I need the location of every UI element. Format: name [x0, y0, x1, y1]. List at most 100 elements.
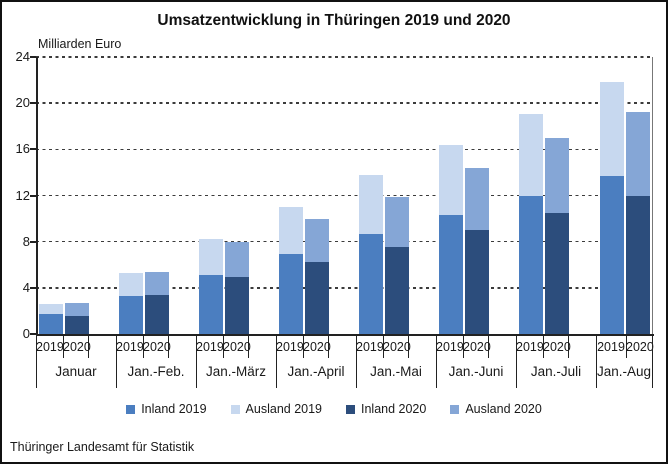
y-tick — [30, 102, 36, 105]
y-tick-label: 12 — [15, 187, 30, 203]
legend-swatch — [450, 404, 460, 414]
year-label-2020: 2020 — [543, 340, 571, 354]
y-tick-label: 0 — [22, 326, 30, 341]
bar-2020 — [626, 112, 650, 334]
bar-2019 — [39, 304, 63, 334]
bar-segment-ausland-2019 — [119, 272, 143, 296]
group-boundary-line — [596, 336, 597, 388]
bar-segment-ausland-2020 — [626, 112, 650, 196]
bar-group — [36, 57, 116, 334]
bar-segment-ausland-2020 — [465, 167, 489, 231]
legend-label: Ausland 2020 — [465, 402, 542, 416]
year-divider-line — [488, 336, 489, 358]
year-divider-line — [223, 336, 224, 358]
group-boundary-line — [36, 336, 37, 388]
bar-segment-inland-2019 — [39, 314, 63, 334]
group-boundary-line — [652, 336, 653, 388]
bar-segment-inland-2019 — [199, 275, 223, 334]
bar-segment-inland-2020 — [465, 230, 489, 334]
bar-segment-ausland-2019 — [39, 304, 63, 315]
y-tick — [30, 286, 36, 289]
bar-segment-inland-2020 — [545, 212, 569, 334]
bar-group — [516, 57, 596, 334]
year-divider-line — [143, 336, 144, 358]
source-note: Thüringer Landesamt für Statistik — [10, 440, 195, 454]
legend-label: Inland 2019 — [141, 402, 207, 416]
legend-item: Ausland 2019 — [230, 402, 322, 416]
legend-item: Ausland 2020 — [450, 402, 542, 416]
gridline — [36, 287, 652, 289]
y-tick — [30, 333, 36, 335]
group-boundary-line — [436, 336, 437, 388]
bar-segment-ausland-2020 — [65, 302, 89, 316]
period-label: Jan.-Mai — [370, 364, 422, 379]
period-label: Jan.-Aug — [596, 364, 652, 379]
bar-2020 — [145, 271, 169, 334]
bar-2019 — [279, 207, 303, 334]
y-tick — [30, 240, 36, 243]
bar-2019 — [600, 82, 624, 334]
bar-2020 — [65, 302, 89, 334]
bar-segment-inland-2020 — [225, 277, 249, 334]
y-tick — [30, 56, 36, 58]
legend-swatch — [346, 404, 355, 414]
bar-segment-ausland-2019 — [359, 174, 383, 234]
bar-group — [436, 57, 516, 334]
bar-group — [596, 57, 652, 334]
x-axis-labels: 2019 2020 Januar 2019 2020 Jan.-Feb. 2019 2020 J… — [36, 336, 654, 388]
year-divider-line — [303, 336, 304, 358]
gridline — [36, 102, 652, 104]
legend: Inland 2019 Ausland 2019 Inland 2020 Auslan… — [2, 402, 666, 416]
year-label-2019: 2019 — [276, 340, 304, 354]
bar-segment-inland-2020 — [385, 247, 409, 334]
bar-segment-ausland-2020 — [225, 241, 249, 278]
y-axis-line — [36, 57, 38, 336]
legend-swatch — [230, 404, 240, 414]
group-boundary-line — [516, 336, 517, 388]
period-label: Jan.-Juni — [448, 364, 504, 379]
bar-segment-ausland-2019 — [199, 239, 223, 276]
bar-group — [356, 57, 436, 334]
period-label: Jan.-Juli — [530, 364, 582, 379]
bar-segment-ausland-2019 — [600, 82, 624, 176]
year-divider-line — [568, 336, 569, 358]
year-label-2019: 2019 — [36, 340, 64, 354]
year-divider-line — [543, 336, 544, 358]
plot-right-border — [652, 57, 653, 334]
year-divider-line — [328, 336, 329, 358]
gridline — [36, 56, 652, 58]
year-label-2020: 2020 — [303, 340, 331, 354]
year-label-2019: 2019 — [597, 340, 625, 354]
year-divider-line — [383, 336, 384, 358]
legend-label: Ausland 2019 — [245, 402, 322, 416]
group-boundary-line — [116, 336, 117, 388]
legend-item: Inland 2020 — [346, 402, 426, 416]
x-axis-line — [36, 334, 654, 336]
y-tick-label: 16 — [15, 141, 30, 157]
bar-2020 — [385, 196, 409, 334]
year-label-2019: 2019 — [516, 340, 544, 354]
legend-label: Inland 2020 — [361, 402, 427, 416]
bar-segment-inland-2019 — [359, 233, 383, 334]
y-tick-label: 20 — [15, 95, 30, 111]
group-boundary-line — [196, 336, 197, 388]
bar-segment-inland-2019 — [519, 195, 543, 334]
bar-segment-ausland-2019 — [439, 144, 463, 216]
year-label-2020: 2020 — [143, 340, 171, 354]
year-label-2019: 2019 — [196, 340, 224, 354]
year-label-2019: 2019 — [356, 340, 384, 354]
bar-segment-ausland-2020 — [305, 218, 329, 263]
year-label-2020: 2020 — [463, 340, 491, 354]
bar-group — [116, 57, 196, 334]
bar-segment-ausland-2019 — [279, 207, 303, 255]
gridline — [36, 148, 652, 151]
year-divider-line — [168, 336, 169, 358]
bar-segment-inland-2020 — [626, 195, 650, 334]
y-axis-unit-label: Milliarden Euro — [38, 37, 122, 51]
period-label: Jan.-März — [205, 364, 266, 379]
year-label-2019: 2019 — [436, 340, 464, 354]
year-divider-line — [408, 336, 409, 358]
bar-2020 — [465, 167, 489, 334]
bar-group — [196, 57, 276, 334]
